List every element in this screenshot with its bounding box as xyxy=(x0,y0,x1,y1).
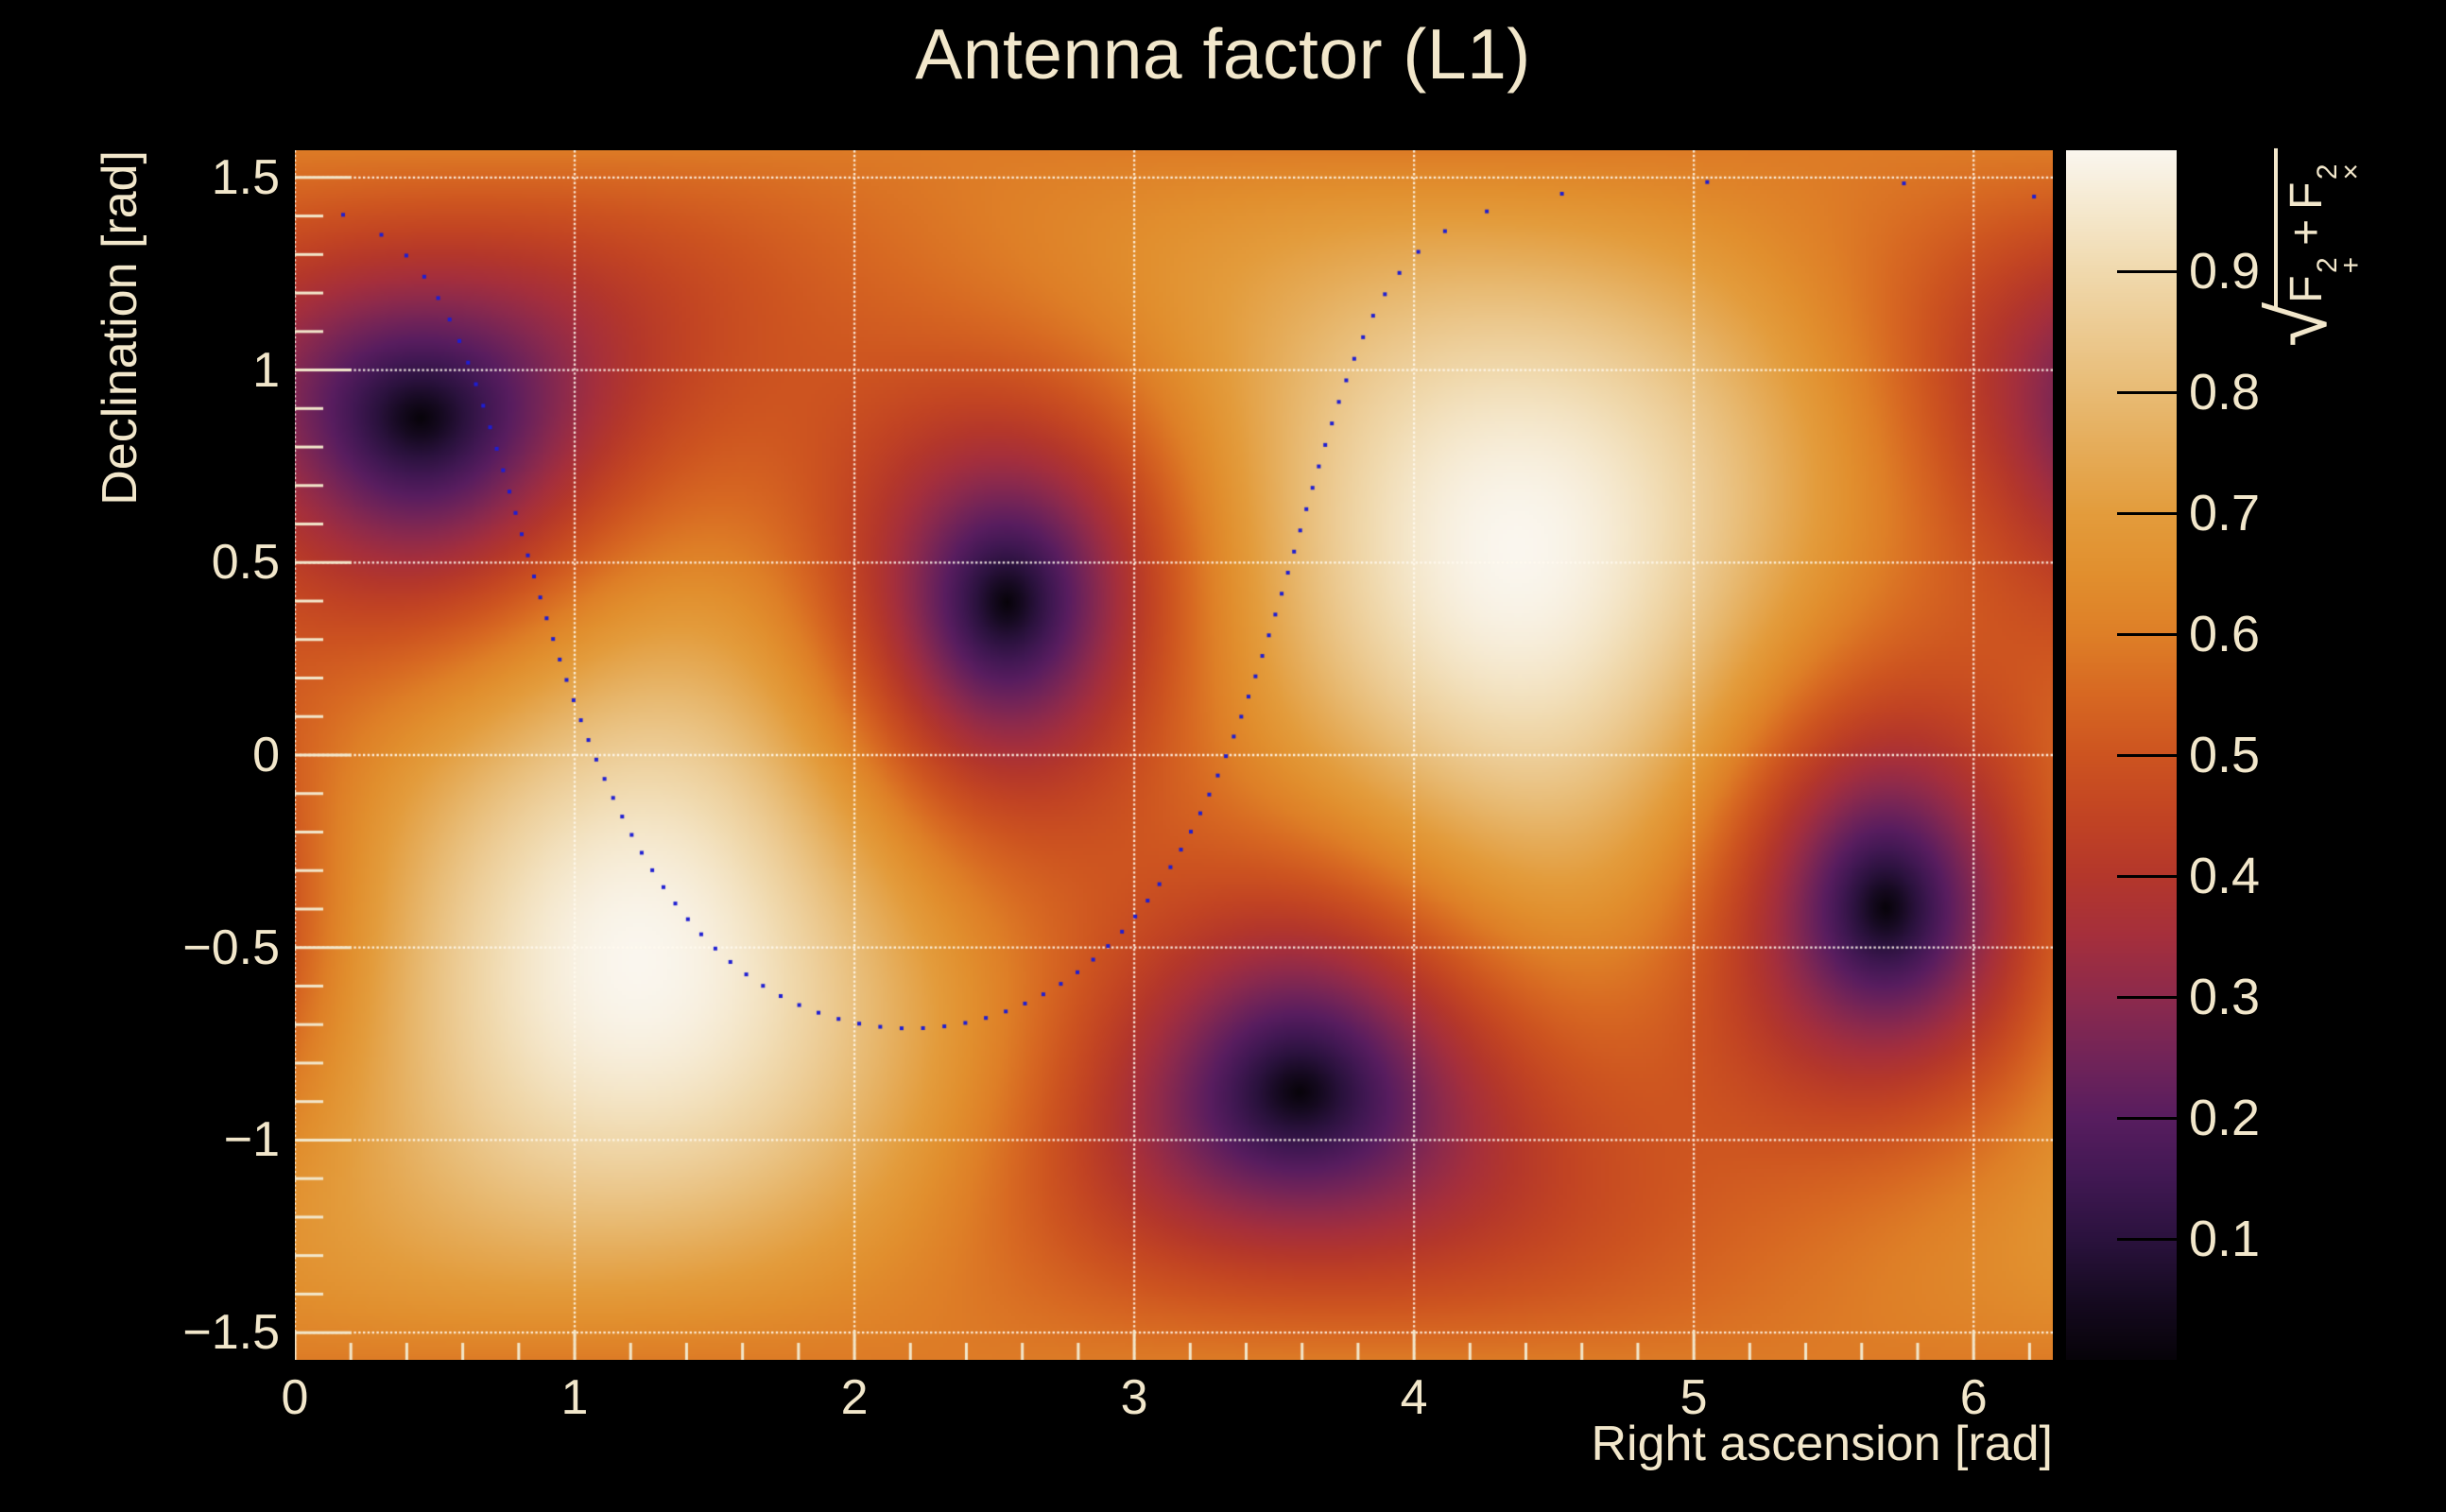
fplus-base: F xyxy=(2282,275,2332,303)
colorbar-tick xyxy=(2117,1116,2178,1120)
colorbar-tick-label: 0.1 xyxy=(2189,1211,2261,1267)
colorbar-tick-label: 0.5 xyxy=(2189,727,2261,783)
x-tick-label: 4 xyxy=(1400,1370,1428,1425)
x-axis-title: Right ascension [rad] xyxy=(1591,1417,2054,1471)
plus-operator: + xyxy=(2282,218,2332,246)
colorbar-tick-label: 0.4 xyxy=(2189,848,2261,904)
colorbar-tick xyxy=(2117,390,2178,394)
heatmap-plot-area xyxy=(295,150,2053,1360)
plot-title: Antenna factor (L1) xyxy=(915,14,1531,94)
x-tick-label: 2 xyxy=(840,1370,869,1425)
colorbar-axis-title-text: √ F 2 + +F 2 × xyxy=(2253,148,2367,347)
y-tick-label: 0.5 xyxy=(211,535,280,591)
colorbar-tick-label: 0.7 xyxy=(2189,485,2261,541)
x-tick-label: 3 xyxy=(1120,1370,1148,1425)
sqrt-radical-symbol: √ xyxy=(2253,301,2344,347)
y-tick-label: −1.5 xyxy=(182,1305,280,1361)
colorbar-tick-label: 0.2 xyxy=(2189,1090,2261,1146)
colorbar-tick xyxy=(2117,511,2178,515)
colorbar-tick xyxy=(2117,874,2178,878)
fcross-base: F xyxy=(2282,181,2332,210)
y-tick-label: 1.5 xyxy=(211,149,280,205)
colorbar-tick xyxy=(2117,1237,2178,1241)
y-tick-label: −1 xyxy=(223,1112,280,1168)
colorbar-tick-label: 0.6 xyxy=(2189,606,2261,662)
colorbar-tick-label: 0.9 xyxy=(2189,243,2261,300)
fcross-sub: × xyxy=(2335,163,2367,180)
colorbar-tick xyxy=(2117,632,2178,636)
y-tick-label: 0 xyxy=(252,728,280,782)
y-tick-label: 1 xyxy=(252,342,280,398)
fplus-sub: + xyxy=(2335,256,2367,274)
y-axis-title-text: Declination [rad] xyxy=(93,150,147,506)
y-tick-label: −0.5 xyxy=(182,919,280,975)
x-tick-label: 6 xyxy=(1959,1370,1988,1425)
x-tick-label: 1 xyxy=(560,1370,589,1425)
x-tick-label: 5 xyxy=(1679,1370,1708,1425)
colorbar-tick-label: 0.3 xyxy=(2189,969,2261,1025)
x-tick-label: 0 xyxy=(281,1370,309,1425)
sqrt-radicand: F 2 + +F 2 × xyxy=(2274,148,2367,309)
colorbar-axis-title: √ F 2 + +F 2 × xyxy=(2253,148,2446,347)
colorbar-tick xyxy=(2117,753,2178,757)
colorbar-tick xyxy=(2117,269,2178,273)
colorbar-tick xyxy=(2117,995,2178,999)
colorbar-tick-label: 0.8 xyxy=(2189,364,2261,421)
fcross-scripts: 2 × xyxy=(2312,163,2367,180)
fplus-scripts: 2 + xyxy=(2312,256,2367,274)
plot-overlay-canvas xyxy=(295,150,2053,1360)
